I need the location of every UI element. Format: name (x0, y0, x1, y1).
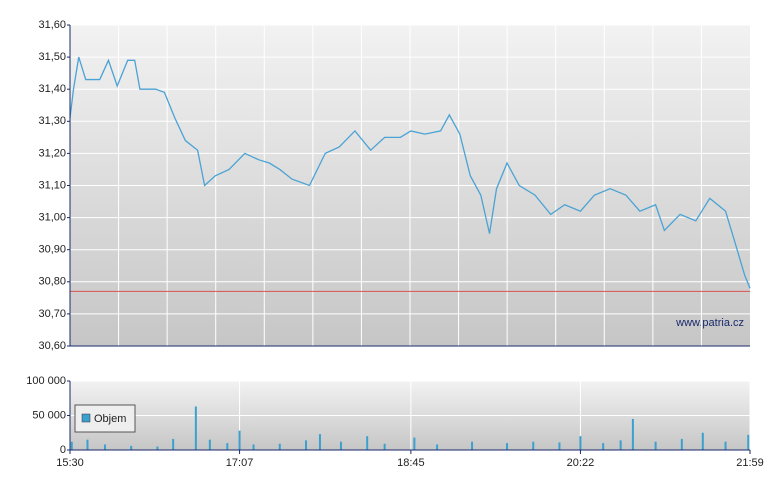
volume-bar (654, 441, 657, 450)
y-tick-label: 30,80 (38, 276, 66, 288)
volume-bar (631, 418, 634, 450)
y-tick-label: 100 000 (26, 375, 66, 387)
volume-bar (70, 441, 73, 450)
volume-bar (701, 432, 704, 450)
x-tick-label: 17:07 (226, 457, 254, 469)
x-tick-label: 18:45 (397, 457, 425, 469)
y-tick-label: 31,30 (38, 115, 66, 127)
volume-bar (602, 443, 605, 450)
volume-bar (724, 441, 727, 450)
x-tick-label: 20:22 (567, 457, 595, 469)
volume-bar (86, 439, 89, 450)
y-tick-label: 30,60 (38, 340, 66, 352)
volume-bar (532, 441, 535, 450)
y-tick-label: 31,50 (38, 51, 66, 63)
volume-bar (383, 443, 386, 450)
x-tick-label: 21:59 (736, 457, 764, 469)
legend-label: Objem (94, 413, 126, 425)
volume-bar (680, 438, 683, 450)
y-tick-label: 31,40 (38, 83, 66, 95)
volume-bar (172, 438, 175, 450)
volume-bar (226, 443, 229, 450)
y-tick-label: 50 000 (32, 409, 66, 421)
y-tick-label: 0 (60, 444, 66, 456)
volume-bar (238, 430, 241, 450)
legend: Objem (74, 404, 136, 433)
volume-bar (208, 439, 211, 450)
y-tick-label: 31,00 (38, 212, 66, 224)
x-tick-label: 15:30 (56, 457, 84, 469)
volume-bar (130, 445, 133, 450)
y-tick-label: 31,20 (38, 147, 66, 159)
volume-bar (747, 434, 750, 450)
volume-bar (278, 443, 281, 450)
volume-bar (103, 444, 106, 450)
volume-bar (252, 444, 255, 450)
volume-bar (558, 442, 561, 450)
volume-bar (339, 441, 342, 450)
volume-bar (156, 446, 159, 450)
volume-bar (318, 434, 321, 450)
volume-bar (304, 440, 307, 450)
volume-bar (436, 444, 439, 450)
volume-bar (366, 436, 369, 450)
watermark: www.patria.cz (675, 317, 744, 329)
volume-bar (506, 443, 509, 450)
price-line (69, 56, 751, 289)
volume-bar (619, 440, 622, 450)
y-tick-label: 31,60 (38, 19, 66, 31)
volume-bar (194, 406, 197, 450)
volume-bar (579, 436, 582, 450)
y-tick-label: 30,90 (38, 244, 66, 256)
y-tick-label: 31,10 (38, 179, 66, 191)
volume-bar (471, 441, 474, 450)
legend-swatch (81, 413, 91, 423)
volume-bar (413, 437, 416, 450)
y-tick-label: 30,70 (38, 308, 66, 320)
